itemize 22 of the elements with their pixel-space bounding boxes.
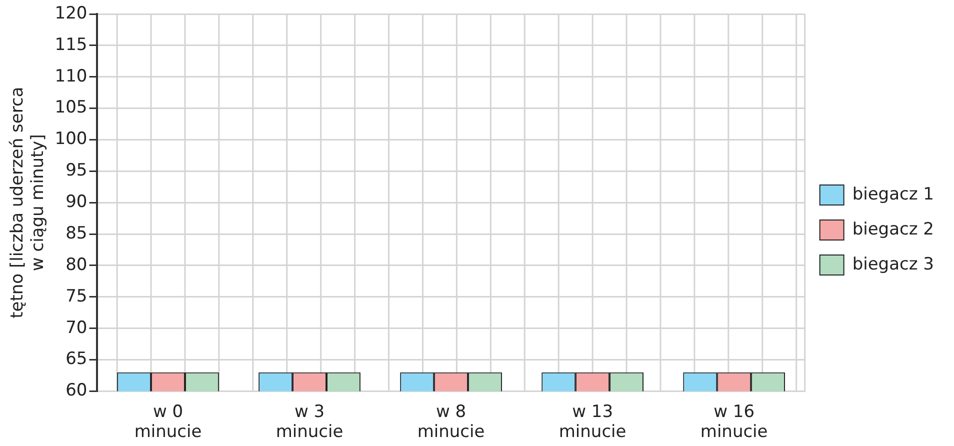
legend-label: biegacz 2 — [852, 219, 934, 240]
y-tick-label: 75 — [66, 286, 88, 306]
x-tick-label: w 16 minucie — [700, 402, 768, 442]
y-tick-label: 85 — [66, 223, 88, 244]
legend-label: biegacz 3 — [852, 254, 934, 274]
x-tick-label: w 13 minucie — [558, 402, 626, 442]
y-tick-label: 105 — [54, 98, 88, 118]
x-tick-label: w 0 minucie — [134, 402, 202, 442]
y-tick-label: 90 — [66, 192, 88, 212]
legend-label: biegacz 1 — [852, 184, 934, 204]
y-tick-label: 65 — [66, 349, 88, 370]
y-tick-label: 100 — [54, 129, 88, 150]
x-tick-label: w 3 minucie — [276, 402, 344, 442]
y-tick-label: 80 — [66, 254, 88, 275]
y-tick-label: 115 — [54, 34, 88, 55]
y-tick-label: 95 — [66, 160, 88, 181]
y-tick-label: 110 — [54, 66, 88, 86]
y-tick-label: 120 — [54, 3, 88, 24]
y-axis-title: tętno [liczba uderzeń serca w ciągu minuty] — [8, 86, 48, 318]
y-tick-label: 60 — [66, 380, 88, 401]
y-tick-label: 70 — [66, 318, 88, 338]
x-tick-label: w 8 minucie — [417, 402, 485, 442]
